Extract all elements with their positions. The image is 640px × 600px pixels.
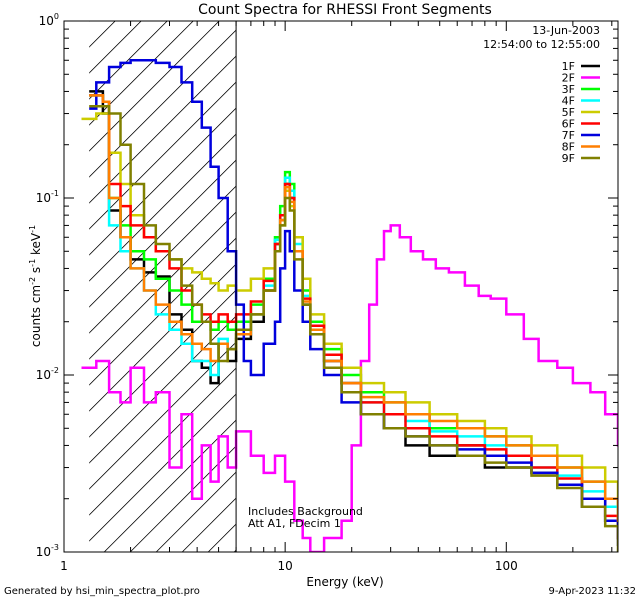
hatch-line <box>89 29 237 178</box>
plot-frame <box>63 20 619 553</box>
y-axis-label-sup1: -2 <box>28 277 37 285</box>
x-axis-ticks: 1 10 100 <box>60 21 613 573</box>
y-axis-label-mid: s <box>29 267 43 277</box>
hatch-line <box>89 133 237 282</box>
legend-label-4F: 4F <box>562 95 575 108</box>
hatch-line <box>89 81 237 230</box>
hatch-line <box>89 185 237 334</box>
hatch-line <box>89 21 90 22</box>
y-tick-label: 10-1 <box>36 189 59 205</box>
generated-date-label: 9-Apr-2023 11:32 <box>549 586 636 597</box>
hatch-line <box>89 107 237 256</box>
series-5F <box>81 112 618 500</box>
attenuator-note: Att A1, FDecim 1 <box>248 517 341 530</box>
x-axis-label: Energy (keV) <box>306 575 383 589</box>
hatch-line <box>89 21 142 74</box>
background-note: Includes Background <box>248 505 363 518</box>
x-tick-label: 10 <box>278 559 293 573</box>
generated-by-label: Generated by hsi_min_spectra_plot.pro <box>4 586 200 597</box>
x-tick-label: 1 <box>60 559 68 573</box>
y-tick-label: 10-3 <box>36 543 59 559</box>
hatch-line <box>89 159 237 308</box>
legend-label-5F: 5F <box>562 106 575 119</box>
y-axis-label: counts cm-2 s-1 keV-1 <box>28 225 43 347</box>
y-tick-label: 10-2 <box>36 366 59 382</box>
hatch-line <box>89 289 237 438</box>
legend-label-3F: 3F <box>562 83 575 96</box>
hatch-line <box>89 393 237 542</box>
series-2F <box>81 224 618 552</box>
hatch-line <box>89 21 116 48</box>
svg-text:counts cm-2 s-1 keV-1: counts cm-2 s-1 keV-1 <box>28 225 43 347</box>
y-axis-ticks: 100 10-1 10-2 10-3 <box>36 12 618 559</box>
y-axis-label-main: counts cm <box>29 285 43 347</box>
y-axis-label-sup3: -1 <box>28 225 37 233</box>
hatch-line <box>89 55 237 204</box>
legend-label-8F: 8F <box>562 141 575 154</box>
series-9F <box>89 104 618 552</box>
hatch-line <box>89 21 220 152</box>
hatch-line <box>89 367 237 516</box>
legend-label-6F: 6F <box>562 118 575 131</box>
y-axis-label-end: keV <box>29 232 43 259</box>
hatch-line <box>89 263 237 412</box>
legend-label-2F: 2F <box>562 72 575 85</box>
hatch-line <box>89 341 237 490</box>
series-7F <box>89 59 618 546</box>
hatch-line <box>89 21 168 100</box>
chart-title: Count Spectra for RHESSI Front Segments <box>198 2 492 18</box>
legend-label-1F: 1F <box>562 60 575 73</box>
legend-label-7F: 7F <box>562 129 575 142</box>
hatch-line <box>89 211 237 360</box>
date-label: 13-Jun-2003 <box>532 24 600 37</box>
series-4F <box>89 94 618 534</box>
hatch-line <box>89 21 194 126</box>
legend-label-9F: 9F <box>562 152 575 165</box>
series-layer <box>81 59 618 552</box>
time-range-label: 12:54:00 to 12:55:00 <box>483 38 600 51</box>
x-tick-label: 100 <box>495 559 518 573</box>
y-axis-label-sup2: -1 <box>28 259 37 267</box>
y-tick-label: 100 <box>39 12 59 28</box>
